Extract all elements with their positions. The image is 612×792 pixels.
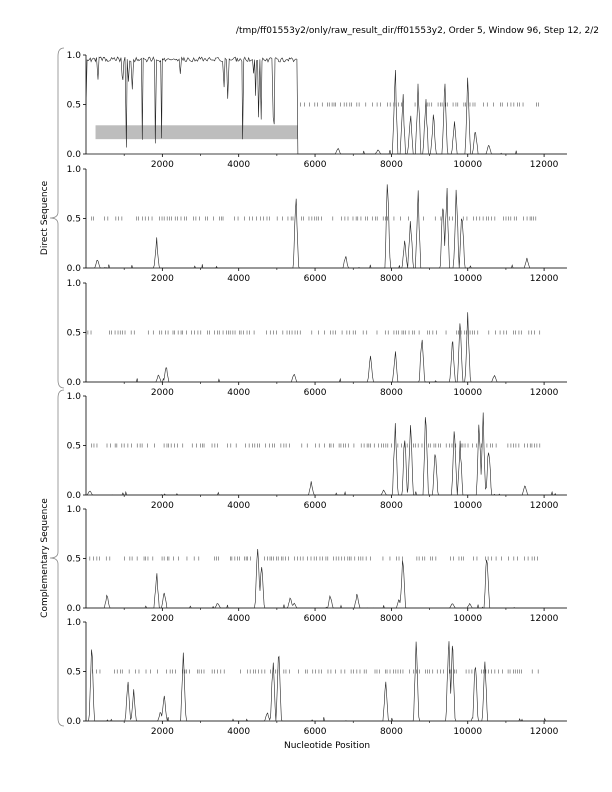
plot-panel-direct-2: 0.0 0.5 1.0 2000 4000 6000 8000 10000 12000 (67, 165, 567, 284)
x-tick-label: 6000 (304, 501, 327, 511)
x-tick-label: 12000 (530, 388, 559, 398)
y-tick-label: 1.0 (67, 165, 82, 175)
y-tick-label: 0.0 (67, 264, 82, 274)
direct-sequence-label: Direct Sequence (40, 180, 50, 255)
x-tick-label: 8000 (380, 727, 403, 737)
complementary-sequence-label: Complementary Sequence (40, 498, 50, 618)
half-level-marks (300, 102, 539, 107)
half-level-marks (91, 443, 541, 448)
plot-panel-complementary-3: 0.0 0.5 1.0 2000 4000 6000 8000 10000 12000 (67, 618, 567, 737)
x-tick-label: 2000 (151, 727, 174, 737)
direct-sequence-bracket (49, 47, 65, 389)
half-level-marks (87, 330, 541, 335)
y-tick-label: 0.0 (67, 378, 82, 388)
plot-panel-complementary-2: 0.0 0.5 1.0 2000 4000 6000 8000 10000 12000 (67, 505, 567, 624)
y-tick-label: 0.0 (67, 717, 82, 727)
data-trace (85, 56, 567, 155)
x-tick-label: 10000 (453, 274, 482, 284)
x-tick-label: 12000 (530, 614, 559, 624)
x-tick-label: 10000 (453, 501, 482, 511)
x-tick-label: 8000 (380, 274, 403, 284)
x-tick-label: 2000 (151, 388, 174, 398)
y-tick-label: 0.5 (67, 329, 81, 339)
complementary-sequence-bracket (49, 389, 65, 727)
y-tick-label: 0.0 (67, 150, 82, 160)
x-tick-label: 10000 (453, 727, 482, 737)
half-level-marks (89, 556, 538, 561)
x-tick-label: 2000 (151, 501, 174, 511)
x-tick-label: 6000 (304, 727, 327, 737)
x-tick-label: 10000 (453, 614, 482, 624)
highlight-region (95, 125, 298, 140)
half-level-marks (92, 669, 539, 674)
data-trace (86, 548, 567, 609)
x-tick-label: 4000 (227, 274, 250, 284)
x-tick-label: 8000 (380, 614, 403, 624)
x-axis-label: Nucleotide Position (284, 741, 371, 751)
x-tick-label: 8000 (380, 501, 403, 511)
x-tick-label: 10000 (453, 160, 482, 170)
x-tick-label: 4000 (227, 614, 250, 624)
data-trace (86, 184, 567, 269)
data-trace (86, 641, 567, 722)
y-tick-label: 1.0 (67, 618, 82, 628)
x-tick-label: 4000 (227, 501, 250, 511)
x-tick-label: 4000 (227, 160, 250, 170)
x-tick-label: 6000 (304, 614, 327, 624)
y-tick-label: 1.0 (67, 51, 82, 61)
x-tick-label: 8000 (380, 160, 403, 170)
y-tick-label: 1.0 (67, 505, 82, 515)
x-tick-label: 6000 (304, 388, 327, 398)
y-tick-label: 1.0 (67, 392, 82, 402)
x-tick-label: 12000 (530, 501, 559, 511)
page-title: /tmp/ff01553y2/only/raw_result_dir/ff015… (235, 26, 599, 36)
y-tick-label: 0.0 (67, 491, 82, 501)
x-tick-label: 6000 (304, 274, 327, 284)
y-tick-label: 0.5 (67, 101, 81, 111)
x-tick-label: 12000 (530, 727, 559, 737)
x-tick-label: 4000 (227, 388, 250, 398)
x-tick-label: 6000 (304, 160, 327, 170)
data-trace (86, 412, 567, 496)
y-tick-label: 0.5 (67, 442, 81, 452)
y-tick-label: 0.0 (67, 604, 82, 614)
plot-panel-direct-3: 0.0 0.5 1.0 2000 4000 6000 8000 10000 12000 (67, 279, 567, 398)
x-tick-label: 2000 (151, 160, 174, 170)
x-tick-label: 4000 (227, 727, 250, 737)
y-tick-label: 0.5 (67, 668, 81, 678)
data-trace (86, 312, 567, 383)
half-level-marks (91, 216, 537, 221)
y-tick-label: 1.0 (67, 279, 82, 289)
y-tick-label: 0.5 (67, 215, 81, 225)
x-tick-label: 10000 (453, 388, 482, 398)
y-tick-label: 0.5 (67, 555, 81, 565)
x-tick-label: 2000 (151, 274, 174, 284)
x-tick-label: 8000 (380, 388, 403, 398)
plot-panel-direct-1: 0.0 0.5 1.0 2000 4000 6000 8000 10000 12000 (67, 51, 567, 170)
x-tick-label: 12000 (530, 160, 559, 170)
plot-panel-complementary-1: 0.0 0.5 1.0 2000 4000 6000 8000 10000 12000 (67, 392, 567, 511)
x-tick-label: 2000 (151, 614, 174, 624)
x-tick-label: 12000 (530, 274, 559, 284)
